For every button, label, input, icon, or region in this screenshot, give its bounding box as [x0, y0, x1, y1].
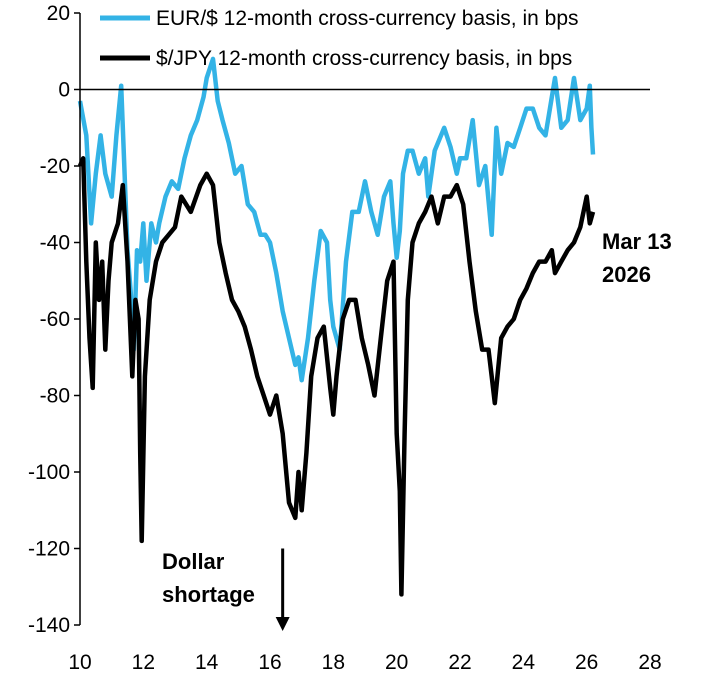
y-tick-label: -120 — [28, 538, 70, 561]
x-tick-label: 16 — [258, 651, 281, 674]
y-tick-label: 20 — [47, 2, 70, 25]
legend: EUR/$ 12-month cross-currency basis, in … — [100, 7, 579, 70]
x-tick-label: 12 — [132, 651, 155, 674]
x-tick-label: 28 — [638, 651, 661, 674]
y-tick-label: 0 — [58, 79, 70, 102]
axes: 20 0 -20 -40 -60 -80 -100 -120 -140 10 12 14 16 18 20… — [28, 2, 662, 674]
x-tick-label: 20 — [385, 651, 408, 674]
y-tick-label: -60 — [40, 308, 70, 331]
annotation-date: Mar 13 2026 — [602, 229, 672, 287]
annotation-date-line1: Mar 13 — [602, 229, 672, 254]
x-tick-label: 24 — [512, 651, 536, 674]
legend-label-eur: EUR/$ 12-month cross-currency basis, in … — [156, 7, 579, 30]
series-layer — [77, 56, 596, 597]
series-line-jpy — [77, 156, 596, 597]
x-tick-label: 10 — [68, 651, 91, 674]
annotation-shortage-line1: Dollar — [162, 549, 225, 574]
y-tick-label: -140 — [28, 614, 70, 637]
annotation-arrow-head — [275, 617, 290, 631]
y-tick-label: -100 — [28, 461, 70, 484]
y-tick-label: -80 — [40, 385, 70, 408]
annotation-date-line2: 2026 — [602, 262, 651, 287]
y-tick-label: -40 — [40, 232, 70, 255]
x-tick-label: 26 — [575, 651, 598, 674]
x-tick-label: 14 — [195, 651, 219, 674]
y-tick-label: -20 — [40, 155, 70, 178]
x-tick-label: 22 — [448, 651, 471, 674]
series-line-eur — [77, 56, 596, 383]
x-tick-label: 18 — [322, 651, 345, 674]
annotation-dollar-shortage: Dollar shortage — [162, 548, 290, 631]
annotation-shortage-line2: shortage — [162, 582, 255, 607]
x-tick-labels: 10 12 14 16 18 20 22 24 26 28 — [68, 651, 661, 674]
y-tick-labels: 20 0 -20 -40 -60 -80 -100 -120 -140 — [28, 2, 80, 637]
legend-label-jpy: $/JPY 12-month cross-currency basis, in … — [156, 47, 572, 70]
